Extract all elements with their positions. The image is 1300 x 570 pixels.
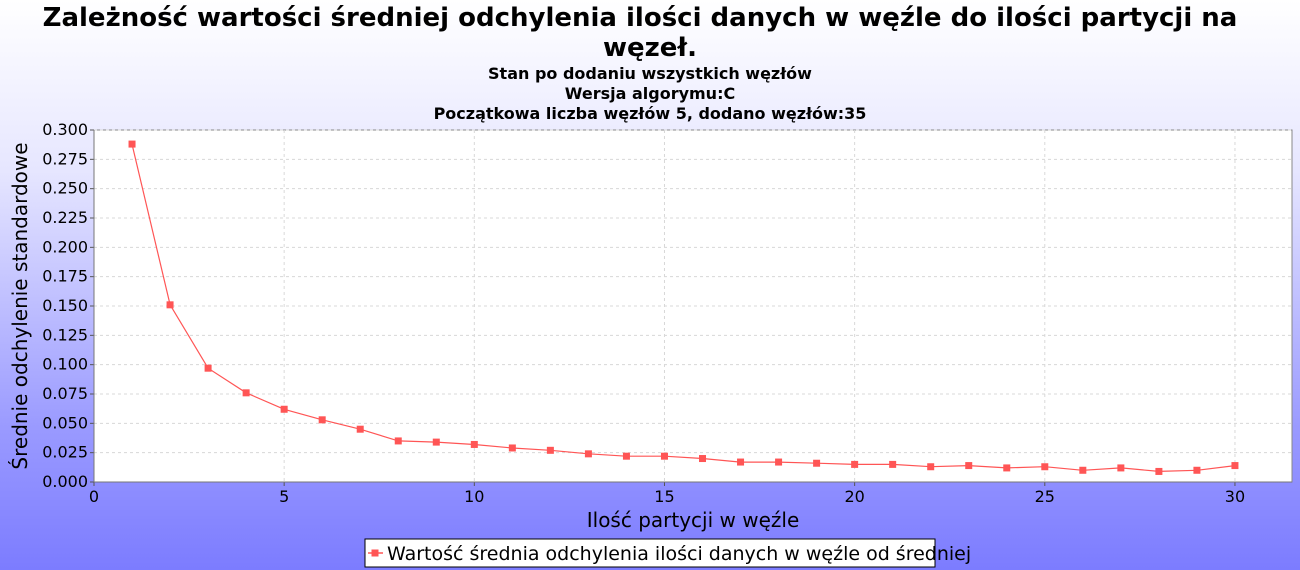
x-tick-label: 0 (89, 487, 99, 506)
y-tick-label: 0.025 (42, 443, 88, 462)
y-tick-label: 0.225 (42, 208, 88, 227)
data-point (1193, 466, 1201, 474)
data-point (204, 364, 212, 372)
legend: Wartość średnia odchylenia ilości danych… (364, 538, 971, 568)
data-point (432, 438, 440, 446)
y-tick-label: 0.150 (42, 296, 88, 315)
y-tick-label: 0.200 (42, 237, 88, 256)
data-point (813, 459, 821, 467)
legend-box (364, 538, 936, 568)
plot-area (93, 129, 1293, 483)
legend-label: Wartość średnia odchylenia ilości danych… (387, 543, 971, 565)
data-point (660, 452, 668, 460)
y-tick-label: 0.175 (42, 267, 88, 286)
y-tick-label: 0.250 (42, 179, 88, 198)
series-line (131, 143, 1236, 473)
data-point (1079, 466, 1087, 474)
data-point (546, 446, 554, 454)
data-point (965, 462, 973, 470)
y-tick-label: 0.275 (42, 149, 88, 168)
chart-titles: Zależność wartości średniej odchylenia i… (43, 3, 1238, 123)
data-point (1003, 464, 1011, 472)
data-point (128, 140, 136, 148)
legend-marker (371, 549, 379, 557)
chart-subtitle-1: Stan po dodaniu wszystkich węzłów (488, 64, 812, 83)
series-group (128, 140, 1239, 475)
data-point (699, 455, 707, 463)
x-tick-label: 5 (279, 487, 289, 506)
grid-lines (94, 129, 1292, 482)
data-point (1155, 467, 1163, 475)
data-point (584, 450, 592, 458)
y-axis-label: Średnie odchylenie standardowe (8, 142, 32, 469)
y-tick-label: 0.100 (42, 355, 88, 374)
data-point (851, 460, 859, 468)
data-point (356, 425, 364, 433)
data-point (622, 452, 630, 460)
y-tick-label: 0.050 (42, 413, 88, 432)
x-axis-label: Ilość partycji w węźle (587, 508, 800, 532)
data-point (775, 458, 783, 466)
data-point (737, 458, 745, 466)
chart-title-line-1: Zależność wartości średniej odchylenia i… (43, 3, 1238, 33)
data-point (508, 444, 516, 452)
data-point (166, 301, 174, 309)
data-point (318, 416, 326, 424)
chart-subtitle-2: Wersja algorymu:C (565, 84, 735, 103)
data-point (242, 389, 250, 397)
data-point (394, 437, 402, 445)
data-point (280, 405, 288, 413)
chart-title-line-2: węzeł. (603, 33, 697, 63)
data-point (1231, 462, 1239, 470)
x-tick-label: 15 (654, 487, 674, 506)
x-tick-label: 25 (1035, 487, 1055, 506)
data-point (889, 460, 897, 468)
axes: 0 5 10 15 20 25 30 0.000 0.025 0.050 0.075 0.100 0.1… (42, 120, 1292, 506)
x-tick-label: 20 (844, 487, 864, 506)
data-point (927, 463, 935, 471)
y-tick-label: 0.075 (42, 384, 88, 403)
data-point (1117, 464, 1125, 472)
y-tick-label: 0.000 (42, 472, 88, 491)
x-tick-label: 30 (1225, 487, 1245, 506)
data-point (1041, 463, 1049, 471)
chart-subtitle-3: Początkowa liczba węzłów 5, dodano węzłó… (434, 104, 867, 123)
y-tick-label: 0.125 (42, 325, 88, 344)
y-tick-label: 0.300 (42, 120, 88, 139)
data-point (470, 440, 478, 448)
x-tick-label: 10 (464, 487, 484, 506)
